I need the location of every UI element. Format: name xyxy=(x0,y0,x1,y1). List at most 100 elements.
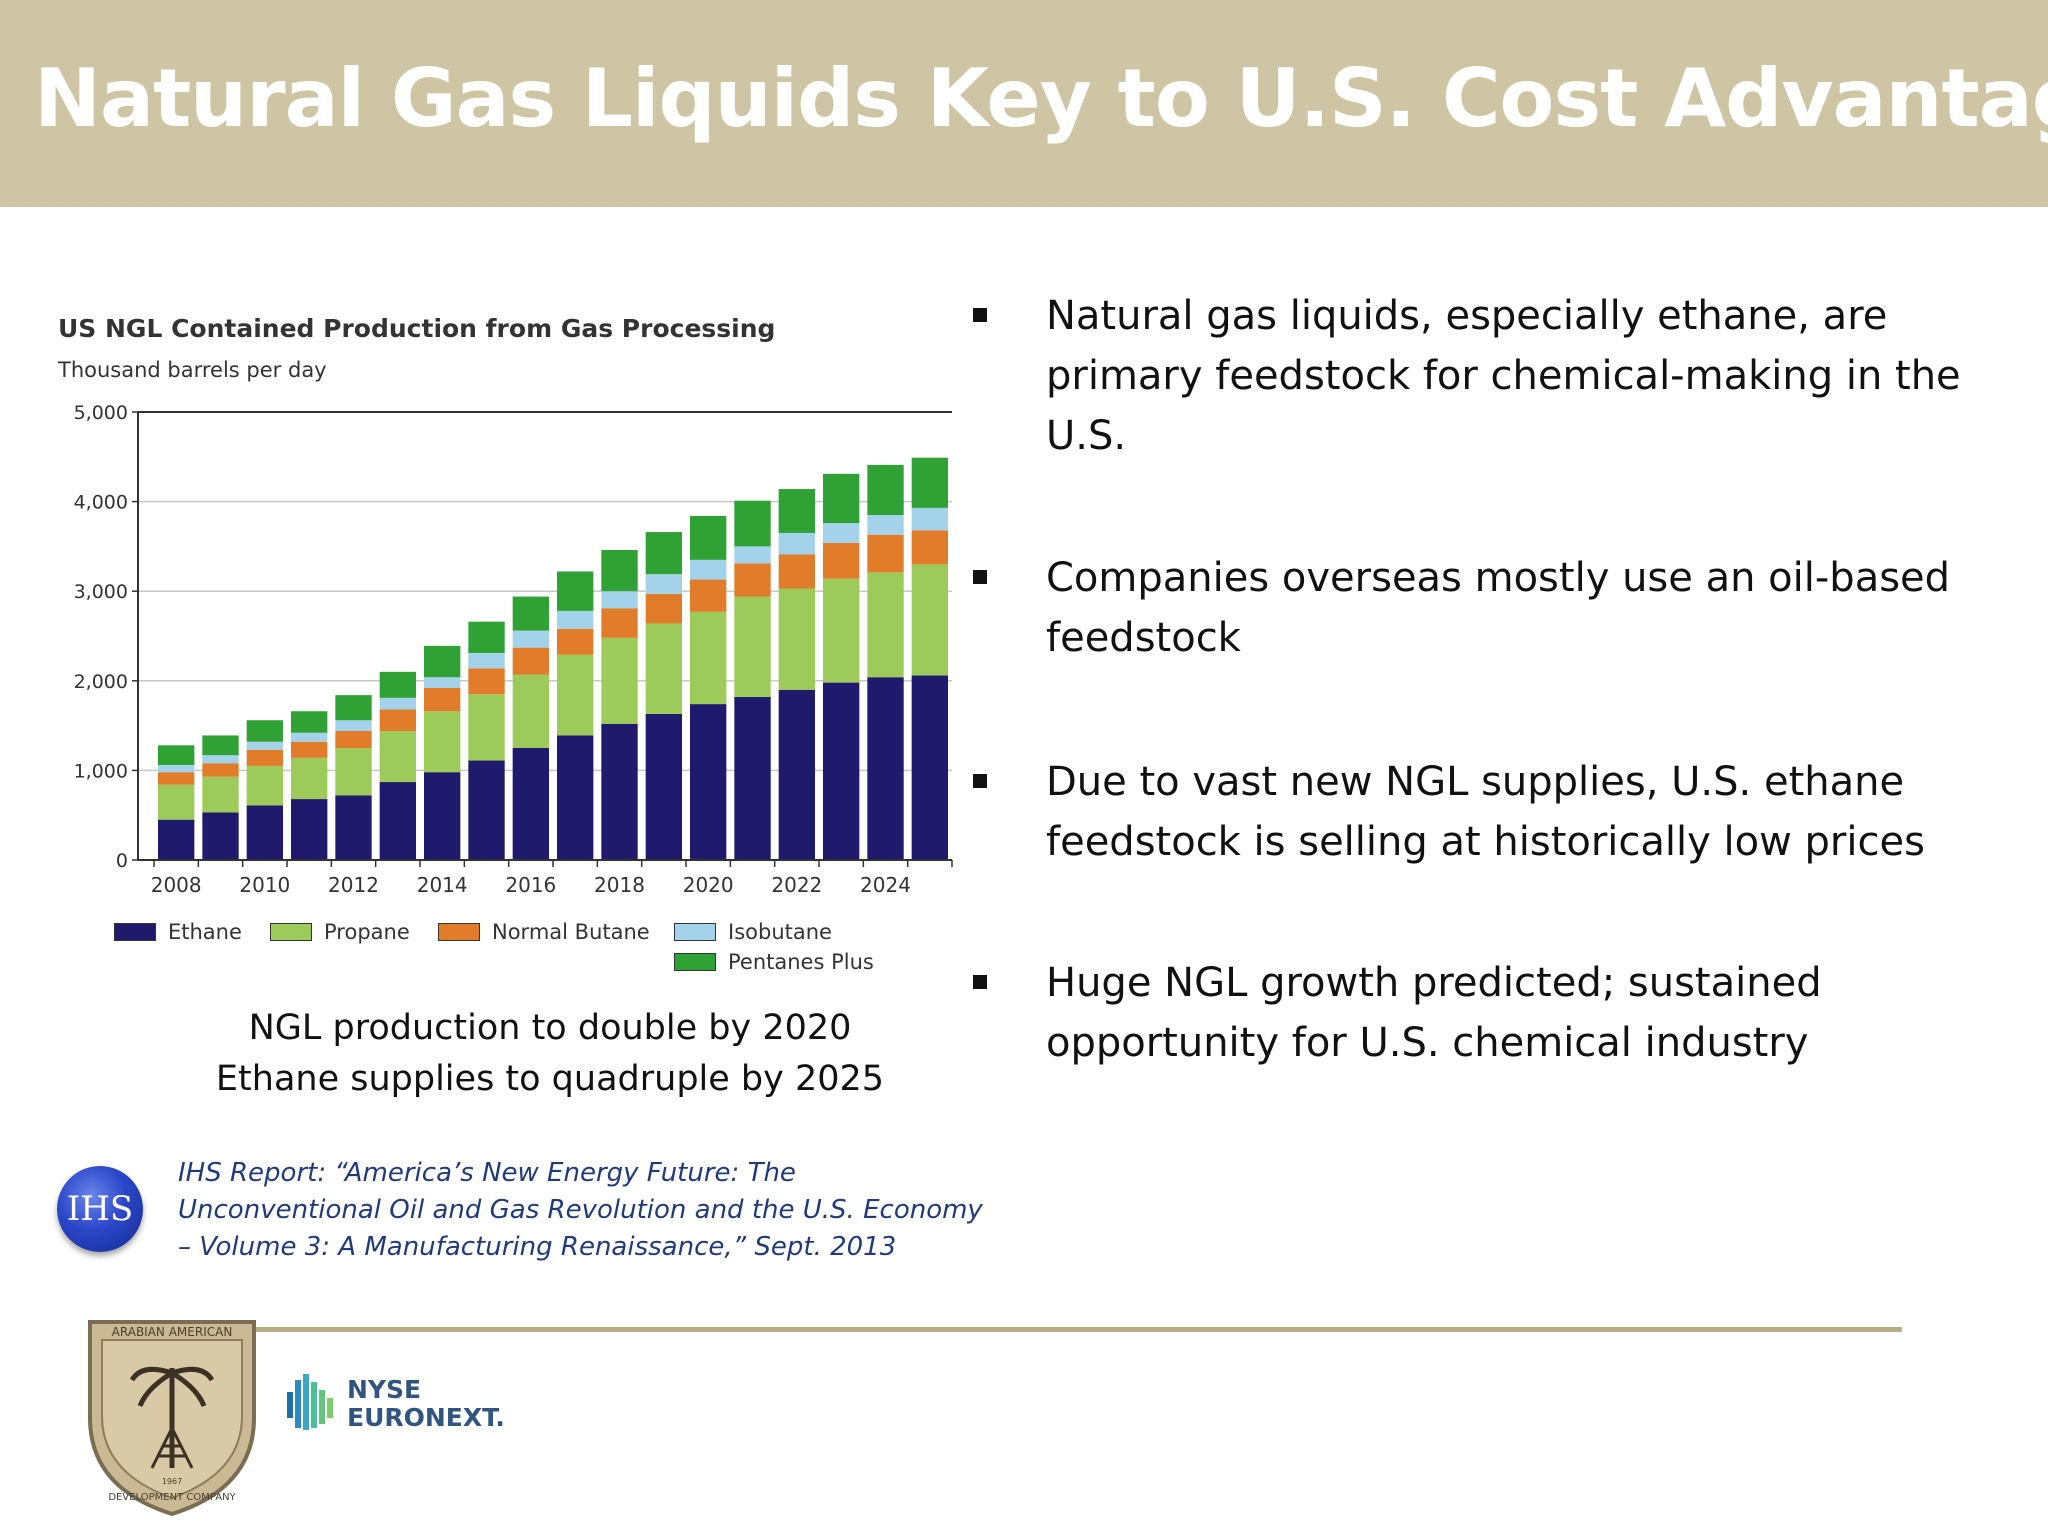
legend-item: Isobutane xyxy=(674,920,832,944)
y-tick-label: 3,000 xyxy=(74,581,128,603)
bar-segment-propane xyxy=(246,765,284,806)
bar-segment-pentanes-plus xyxy=(512,596,550,631)
source-line: Unconventional Oil and Gas Revolution an… xyxy=(178,1195,983,1225)
bar-segment-ethane xyxy=(557,735,594,860)
bullet-line: Huge NGL growth predicted; sustained xyxy=(1046,960,1822,1006)
legend-item: Propane xyxy=(270,920,410,944)
bar-segment-propane xyxy=(645,623,683,714)
legend-swatch xyxy=(674,923,716,941)
bar-segment-propane xyxy=(202,776,239,813)
seal-top-text: ARABIAN AMERICAN xyxy=(112,1325,233,1339)
y-tick-label: 5,000 xyxy=(74,402,128,424)
x-tick-label: 2010 xyxy=(239,873,290,897)
bar-segment-isobutane xyxy=(823,523,860,543)
bar-segment-ethane xyxy=(424,772,461,860)
bar-segment-ethane xyxy=(911,675,949,860)
bar-segment-isobutane xyxy=(202,755,239,764)
legend-item: Pentanes Plus xyxy=(674,950,874,974)
bar-segment-isobutane xyxy=(645,574,683,594)
bar-segment-pentanes-plus xyxy=(202,735,239,756)
bullet-square-icon xyxy=(973,975,987,989)
bar-segment-normal-butane xyxy=(424,687,461,712)
bar-segment-ethane xyxy=(690,704,727,860)
bullet-line: Due to vast new NGL supplies, U.S. ethan… xyxy=(1046,759,1905,805)
bar-segment-propane xyxy=(734,596,771,697)
bar-segment-normal-butane xyxy=(823,542,860,579)
bar-segment-ethane xyxy=(512,748,550,860)
bar-segment-ethane xyxy=(734,696,771,860)
bar-segment-propane xyxy=(823,578,860,683)
bar-segment-ethane xyxy=(158,819,195,860)
x-tick-label: 2008 xyxy=(151,873,202,897)
bar-segment-isobutane xyxy=(335,720,372,731)
bullet-line: opportunity for U.S. chemical industry xyxy=(1046,1020,1809,1066)
bar-segment-propane xyxy=(291,757,328,800)
bar-segment-isobutane xyxy=(778,532,816,555)
bar-segment-isobutane xyxy=(246,741,284,750)
bar-segment-propane xyxy=(557,654,594,736)
chart-caption: NGL production to double by 2020 Ethane … xyxy=(150,1003,950,1105)
bar-segment-ethane xyxy=(379,782,417,860)
bullet-line: Companies overseas mostly use an oil-bas… xyxy=(1046,555,1951,601)
bar-segment-pentanes-plus xyxy=(557,571,594,611)
caption-line: NGL production to double by 2020 xyxy=(248,1008,852,1048)
bar-segment-ethane xyxy=(335,795,372,860)
caption-line: Ethane supplies to quadruple by 2025 xyxy=(215,1059,885,1099)
bar-segment-isobutane xyxy=(512,630,550,648)
bullet-text: Due to vast new NGL supplies, U.S. ethan… xyxy=(1046,752,2026,872)
bar-segment-propane xyxy=(379,730,417,783)
bar-segment-pentanes-plus xyxy=(601,549,638,592)
bar-segment-normal-butane xyxy=(335,730,372,748)
x-tick-label: 2018 xyxy=(594,873,645,897)
bar-segment-isobutane xyxy=(291,732,328,742)
bar-segment-isobutane xyxy=(601,591,638,609)
footer-divider xyxy=(250,1327,1902,1332)
bullet-line: Natural gas liquids, especially ethane, … xyxy=(1046,293,1888,339)
chart-panel: US NGL Contained Production from Gas Pro… xyxy=(50,300,970,1000)
bar-segment-normal-butane xyxy=(202,763,239,777)
bar-segment-ethane xyxy=(601,723,638,860)
nyse-line: EURONEXT. xyxy=(347,1403,505,1432)
legend-label: Normal Butane xyxy=(492,920,650,944)
bullet-text: Companies overseas mostly use an oil-bas… xyxy=(1046,548,2026,668)
ihs-logo-text: IHS xyxy=(66,1189,134,1229)
bar-segment-pentanes-plus xyxy=(645,532,683,575)
x-tick-label: 2016 xyxy=(505,873,556,897)
bar-segment-isobutane xyxy=(911,507,949,531)
bar-segment-propane xyxy=(867,572,904,678)
bullet-square-icon xyxy=(973,774,987,788)
source-line: IHS Report: “America’s New Energy Future… xyxy=(178,1158,796,1188)
bar-segment-normal-butane xyxy=(246,749,284,766)
nyse-euronext-logo: NYSE EURONEXT. xyxy=(285,1370,505,1438)
x-tick-label: 2022 xyxy=(771,873,822,897)
bar-segment-ethane xyxy=(867,677,904,860)
bar-segment-propane xyxy=(335,748,372,796)
nyse-globe-icon xyxy=(287,1374,333,1430)
chart-title: US NGL Contained Production from Gas Pro… xyxy=(58,314,776,343)
source-citation: IHS Report: “America’s New Energy Future… xyxy=(178,1155,983,1266)
bar-segment-normal-butane xyxy=(867,534,904,573)
bar-segment-pentanes-plus xyxy=(379,671,417,698)
legend-swatch xyxy=(438,923,480,941)
nyse-wordmark: NYSE EURONEXT. xyxy=(347,1376,505,1432)
bullet-text: Natural gas liquids, especially ethane, … xyxy=(1046,286,2026,466)
bar-segment-ethane xyxy=(246,805,284,860)
bar-segment-propane xyxy=(468,694,505,761)
bar-segment-normal-butane xyxy=(557,628,594,655)
bar-segment-isobutane xyxy=(690,559,727,580)
bar-segment-ethane xyxy=(291,799,328,860)
legend-label: Propane xyxy=(324,920,410,944)
bar-segment-propane xyxy=(512,674,550,748)
bar-segment-pentanes-plus xyxy=(867,464,904,516)
bar-segment-pentanes-plus xyxy=(778,489,816,533)
y-tick-label: 4,000 xyxy=(74,492,128,514)
bar-segment-pentanes-plus xyxy=(690,515,727,560)
legend-item: Normal Butane xyxy=(438,920,650,944)
bar-segment-normal-butane xyxy=(158,772,195,785)
legend-swatch xyxy=(270,923,312,941)
bar-segment-isobutane xyxy=(158,765,195,773)
bullet-line: feedstock xyxy=(1046,615,1241,661)
bullet-square-icon xyxy=(973,308,987,322)
bar-segment-normal-butane xyxy=(601,608,638,638)
chart-subtitle: Thousand barrels per day xyxy=(58,358,327,382)
